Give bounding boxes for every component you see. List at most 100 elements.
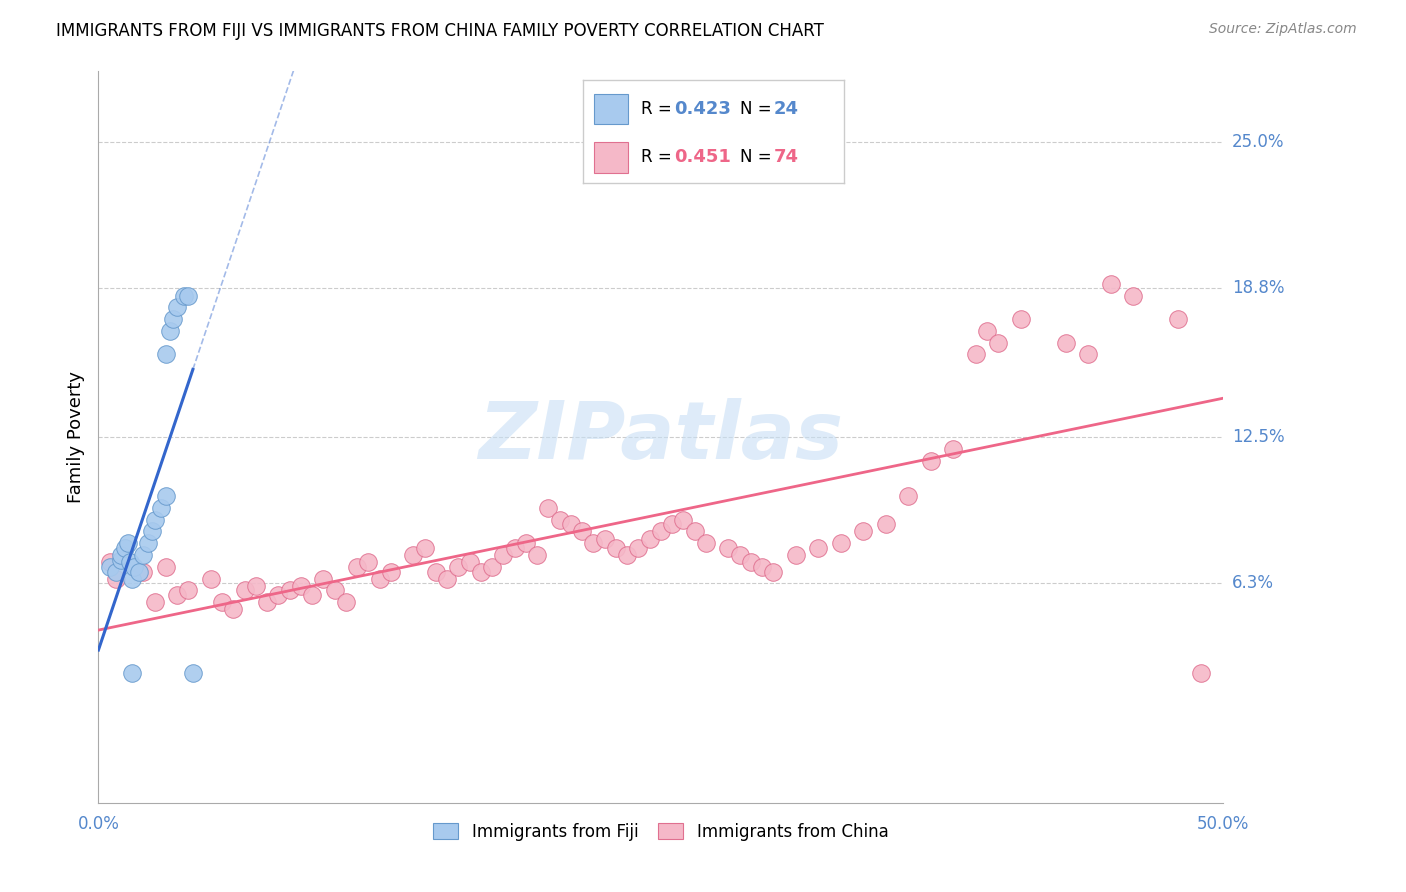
Point	[638, 532, 661, 546]
Point	[942, 442, 965, 456]
Point	[920, 453, 942, 467]
Point	[124, 559, 146, 574]
FancyBboxPatch shape	[593, 94, 627, 124]
Point	[233, 583, 256, 598]
Point	[605, 541, 627, 555]
Text: N =: N =	[740, 100, 776, 118]
Point	[785, 548, 807, 562]
Point	[105, 565, 128, 579]
Point	[110, 553, 132, 567]
Point	[1010, 312, 1032, 326]
Text: R =: R =	[641, 148, 676, 166]
Point	[222, 602, 245, 616]
Point	[762, 565, 785, 579]
Point	[661, 517, 683, 532]
Point	[593, 532, 616, 546]
Point	[413, 541, 436, 555]
Point	[875, 517, 897, 532]
Text: ZIPatlas: ZIPatlas	[478, 398, 844, 476]
Point	[121, 666, 143, 681]
Point	[181, 666, 204, 681]
Text: 50.0%: 50.0%	[1197, 814, 1250, 832]
Point	[492, 548, 515, 562]
Point	[143, 513, 166, 527]
Point	[650, 524, 672, 539]
Point	[278, 583, 301, 598]
Point	[211, 595, 233, 609]
Point	[166, 301, 188, 315]
Point	[335, 595, 357, 609]
Point	[368, 572, 391, 586]
Point	[117, 536, 139, 550]
Point	[132, 548, 155, 562]
Point	[717, 541, 740, 555]
Point	[1099, 277, 1122, 291]
Point	[582, 536, 605, 550]
Point	[301, 588, 323, 602]
Text: 6.3%: 6.3%	[1232, 574, 1274, 592]
Point	[114, 541, 136, 555]
Point	[571, 524, 593, 539]
Point	[740, 555, 762, 569]
Point	[751, 559, 773, 574]
Point	[470, 565, 492, 579]
Point	[132, 565, 155, 579]
Point	[155, 559, 177, 574]
Text: R =: R =	[641, 100, 676, 118]
Point	[1122, 288, 1144, 302]
Point	[830, 536, 852, 550]
Point	[695, 536, 717, 550]
Point	[256, 595, 278, 609]
Text: N =: N =	[740, 148, 776, 166]
Point	[155, 347, 177, 361]
Point	[380, 565, 402, 579]
Point	[290, 579, 312, 593]
Y-axis label: Family Poverty: Family Poverty	[66, 371, 84, 503]
Point	[245, 579, 267, 593]
Point	[458, 555, 481, 569]
Point	[515, 536, 537, 550]
Text: Source: ZipAtlas.com: Source: ZipAtlas.com	[1209, 22, 1357, 37]
Text: 0.451: 0.451	[675, 148, 731, 166]
Point	[897, 489, 920, 503]
Point	[436, 572, 458, 586]
Point	[616, 548, 638, 562]
Point	[357, 555, 380, 569]
Text: 0.423: 0.423	[675, 100, 731, 118]
Point	[98, 555, 121, 569]
Point	[143, 595, 166, 609]
Point	[1189, 666, 1212, 681]
Point	[807, 541, 830, 555]
Point	[110, 548, 132, 562]
Text: 0.0%: 0.0%	[77, 814, 120, 832]
Point	[537, 500, 560, 515]
Point	[150, 500, 173, 515]
Legend: Immigrants from Fiji, Immigrants from China: Immigrants from Fiji, Immigrants from Ch…	[425, 814, 897, 849]
Point	[965, 347, 987, 361]
Point	[402, 548, 425, 562]
Point	[105, 572, 128, 586]
Point	[627, 541, 650, 555]
Point	[200, 572, 222, 586]
Text: 24: 24	[773, 100, 799, 118]
Point	[683, 524, 706, 539]
Text: 25.0%: 25.0%	[1232, 133, 1285, 151]
Point	[118, 555, 141, 569]
Point	[548, 513, 571, 527]
Point	[560, 517, 582, 532]
Point	[128, 565, 150, 579]
Point	[987, 335, 1010, 350]
Point	[141, 524, 163, 539]
Point	[447, 559, 470, 574]
FancyBboxPatch shape	[593, 142, 627, 173]
Point	[425, 565, 447, 579]
Point	[1054, 335, 1077, 350]
Point	[346, 559, 368, 574]
Point	[481, 559, 503, 574]
Point	[323, 583, 346, 598]
Point	[166, 588, 188, 602]
Text: IMMIGRANTS FROM FIJI VS IMMIGRANTS FROM CHINA FAMILY POVERTY CORRELATION CHART: IMMIGRANTS FROM FIJI VS IMMIGRANTS FROM …	[56, 22, 824, 40]
Point	[177, 583, 200, 598]
Point	[1167, 312, 1189, 326]
Point	[267, 588, 290, 602]
